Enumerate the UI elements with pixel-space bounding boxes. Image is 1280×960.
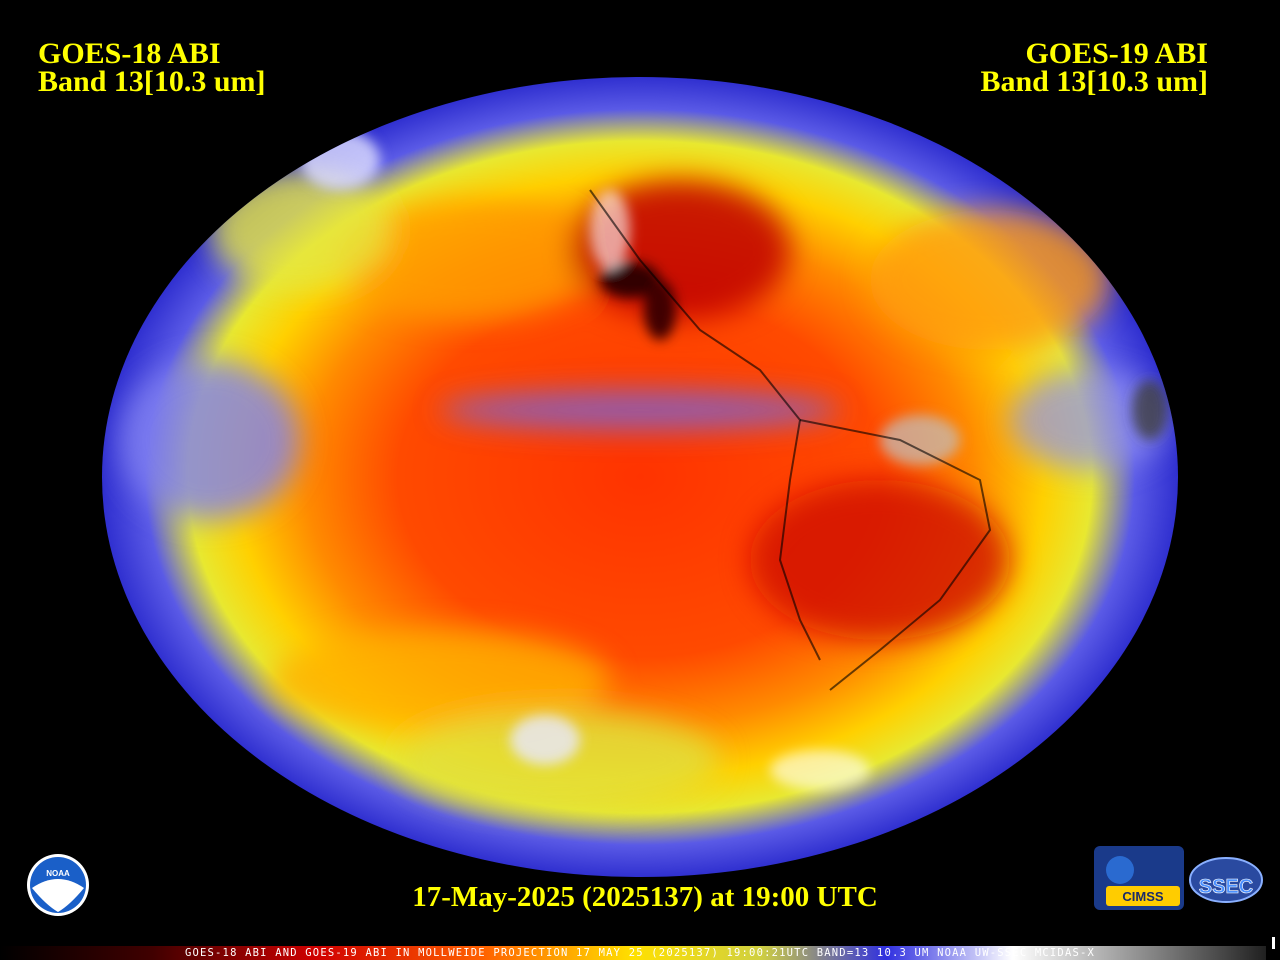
globe-imagery <box>102 77 1178 877</box>
noaa-label: NOAA <box>46 869 70 878</box>
cimss-ssec-logo: CIMSS SSEC <box>1094 846 1263 910</box>
cimss-label: CIMSS <box>1122 889 1164 904</box>
footer-marker <box>1272 937 1275 949</box>
left-title: GOES-18 ABI <box>38 37 221 70</box>
color-bar <box>0 946 1266 960</box>
right-band: Band 13[10.3 um] <box>980 65 1208 98</box>
noaa-logo: NOAA <box>27 854 89 916</box>
ssec-label: SSEC <box>1199 876 1253 898</box>
footer-text: GOES-18 ABI AND GOES-19 ABI IN MOLLWEIDE… <box>185 947 1095 959</box>
right-title: GOES-19 ABI <box>1025 37 1208 70</box>
left-band: Band 13[10.3 um] <box>38 65 266 98</box>
timestamp: 17-May-2025 (2025137) at 19:00 UTC <box>412 881 878 913</box>
